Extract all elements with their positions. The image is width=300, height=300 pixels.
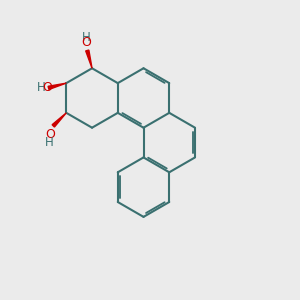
Text: O: O [42, 81, 52, 94]
Text: H: H [81, 31, 90, 44]
Text: O: O [45, 128, 55, 141]
Text: H: H [38, 81, 46, 94]
Polygon shape [48, 83, 66, 89]
Polygon shape [52, 113, 66, 127]
Text: H: H [45, 136, 54, 149]
Text: O: O [81, 36, 91, 49]
Polygon shape [86, 50, 92, 68]
